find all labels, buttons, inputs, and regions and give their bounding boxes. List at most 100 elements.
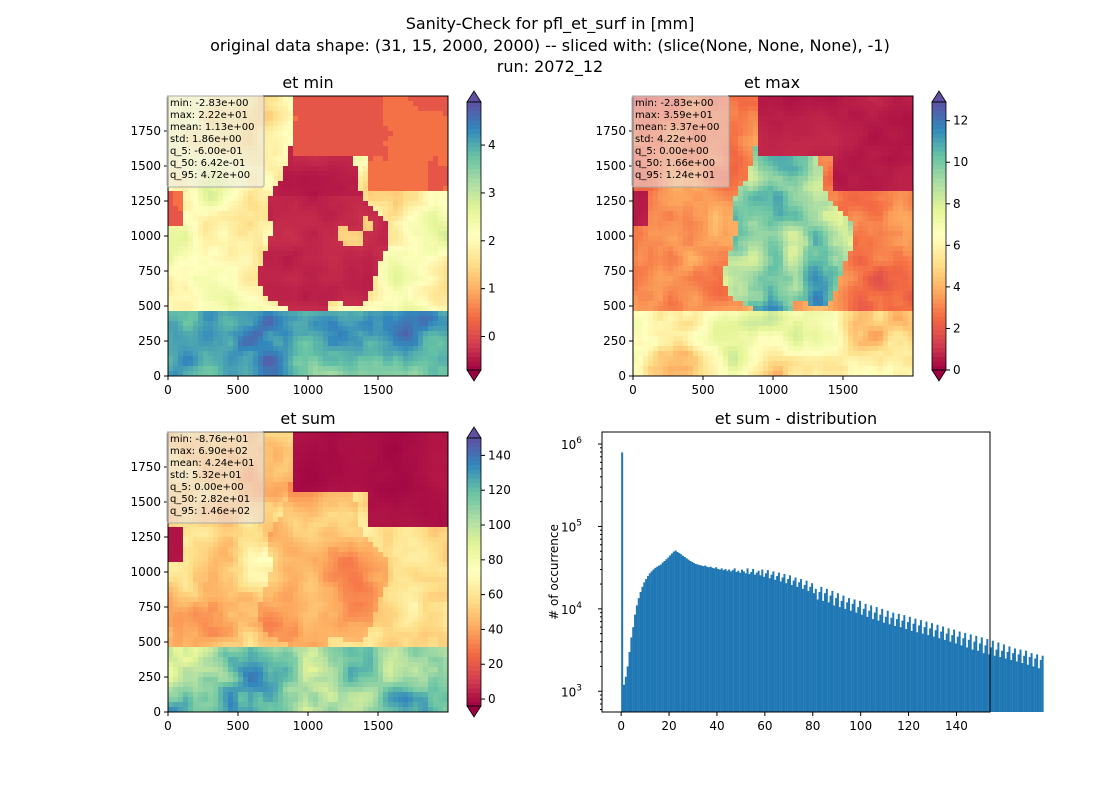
heatmap-cell [888,191,894,197]
heatmap-cell [293,276,299,282]
heatmap-cell [433,311,439,317]
heatmap-cell [393,191,399,197]
heatmap-cell [183,206,189,212]
heatmap-cell [378,161,384,167]
heatmap-cell [288,241,294,247]
heatmap-cell [768,211,774,217]
heatmap-cell [238,186,244,192]
heatmap-cell [403,316,409,322]
heatmap-cell [218,256,224,262]
heatmap-cell [713,221,719,227]
heatmap-cell [903,246,909,252]
heatmap-cell [293,361,299,367]
heatmap-cell [878,106,884,112]
heatmap-cell [423,256,429,262]
heatmap-cell [858,196,864,202]
heatmap-cell [213,366,219,372]
heatmap-cell [303,171,309,177]
heatmap-cell [743,106,749,112]
heatmap-cell [718,221,724,227]
heatmap-cell [708,206,714,212]
heatmap-cell [778,156,784,162]
heatmap-cell [183,201,189,207]
heatmap-cell [803,156,809,162]
heatmap-cell [338,211,344,217]
heatmap-cell [893,246,899,252]
heatmap-cell [408,246,414,252]
heatmap-cell [743,211,749,217]
heatmap-cell [778,146,784,152]
heatmap-cell [728,216,734,222]
heatmap-cell [358,131,364,137]
heatmap-cell [348,266,354,272]
colorbar-segment [467,227,481,232]
heatmap-cell [888,136,894,142]
heatmap-cell [738,101,744,107]
heatmap-cell [238,346,244,352]
heatmap-cell [348,116,354,122]
heatmap-cell [223,276,229,282]
heatmap-cell [343,131,349,137]
heatmap-cell [208,321,214,327]
heatmap-cell [283,261,289,267]
heatmap-cell [738,211,744,217]
heatmap-cell [768,231,774,237]
heatmap-cell [793,216,799,222]
heatmap-cell [298,196,304,202]
heatmap-cell [383,96,389,102]
heatmap-cell [383,326,389,332]
heatmap-cell [348,171,354,177]
heatmap-cell [698,201,704,207]
heatmap-cell [313,221,319,227]
heatmap-cell [433,156,439,162]
heatmap-cell [803,221,809,227]
heatmap-cell [748,201,754,207]
heatmap-cell [413,111,419,117]
heatmap-cell [408,161,414,167]
heatmap-cell [238,221,244,227]
heatmap-cell [403,241,409,247]
heatmap-cell [773,186,779,192]
heatmap-cell [373,351,379,357]
heatmap-cell [388,96,394,102]
heatmap-cell [653,206,659,212]
heatmap-cell [898,101,904,107]
heatmap-cell [373,196,379,202]
colorbar-segment [467,236,481,241]
heatmap-cell [428,311,434,317]
heatmap-cell [818,196,824,202]
heatmap-cell [378,281,384,287]
heatmap-cell [838,236,844,242]
heatmap-cell [723,231,729,237]
heatmap-cell [228,306,234,312]
heatmap-cell [303,316,309,322]
heatmap-cell [193,301,199,307]
heatmap-cell [278,141,284,147]
heatmap-cell [203,306,209,312]
heatmap-cell [873,201,879,207]
heatmap-cell [418,241,424,247]
heatmap-cell [638,191,644,197]
heatmap-cell [358,351,364,357]
heatmap-cell [228,256,234,262]
heatmap-cell [633,211,639,217]
heatmap-cell [298,276,304,282]
heatmap-cell [898,226,904,232]
heatmap-cell [383,366,389,372]
heatmap-cell [213,361,219,367]
heatmap-cell [298,341,304,347]
heatmap-cell [383,156,389,162]
heatmap-cell [438,116,444,122]
heatmap-cell [278,171,284,177]
heatmap-cell [183,336,189,342]
heatmap-cell [273,221,279,227]
heatmap-cell [273,201,279,207]
heatmap-cell [318,356,324,362]
heatmap-cell [633,191,639,197]
heatmap-cell [283,331,289,337]
heatmap-cell [828,146,834,152]
heatmap-cell [758,96,764,102]
heatmap-cell [373,181,379,187]
heatmap-cell [208,296,214,302]
heatmap-cell [283,341,289,347]
